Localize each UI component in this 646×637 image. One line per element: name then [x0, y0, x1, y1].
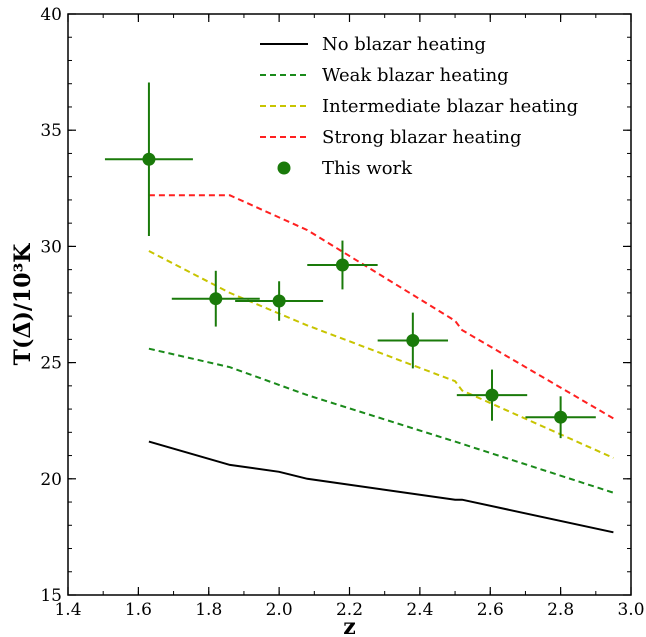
y-axis: 15 20 25 30 35 40 [40, 5, 631, 606]
x-axis: 1.4 1.6 1.8 2.0 2.2 2.4 2.6 2.8 3.0 [54, 14, 645, 620]
legend-label: No blazar heating [322, 34, 486, 55]
y-tick-label: 25 [40, 354, 62, 374]
y-tick-label: 40 [40, 5, 62, 25]
series-line-3 [148, 194, 614, 420]
x-tick-label: 3.0 [617, 600, 644, 620]
series-line-2 [148, 250, 614, 459]
y-tick-label: 15 [40, 586, 62, 606]
plot-points [104, 82, 596, 439]
x-tick-label: 2.0 [266, 600, 293, 620]
x-tick-label: 2.2 [336, 600, 363, 620]
data-point [406, 334, 420, 348]
y-tick-label: 35 [40, 121, 62, 141]
x-axis-label: z [343, 614, 356, 637]
legend-label: Strong blazar heating [322, 127, 521, 148]
data-point [335, 258, 349, 272]
legend-label: This work [322, 158, 413, 179]
x-tick-label: 2.4 [406, 600, 433, 620]
y-axis-label: T(Δ̄)/10³K [10, 243, 36, 366]
data-point [209, 292, 223, 306]
series-line-1 [148, 347, 614, 494]
series-line-0 [148, 440, 614, 534]
y-tick-label: 30 [40, 237, 62, 257]
legend: No blazar heating Weak blazar heating Inte… [260, 34, 578, 179]
data-point [142, 152, 156, 166]
plot-lines [148, 194, 614, 534]
legend-marker [277, 161, 291, 175]
y-tick-label: 20 [40, 470, 62, 490]
legend-label: Intermediate blazar heating [322, 96, 578, 117]
legend-label: Weak blazar heating [322, 65, 509, 86]
data-point [554, 410, 568, 424]
x-tick-label: 1.4 [54, 600, 81, 620]
x-tick-label: 1.8 [195, 600, 222, 620]
x-tick-label: 1.6 [125, 600, 152, 620]
x-tick-label: 2.6 [477, 600, 504, 620]
x-tick-label: 2.8 [547, 600, 574, 620]
data-point [272, 294, 286, 308]
data-point [485, 388, 499, 402]
